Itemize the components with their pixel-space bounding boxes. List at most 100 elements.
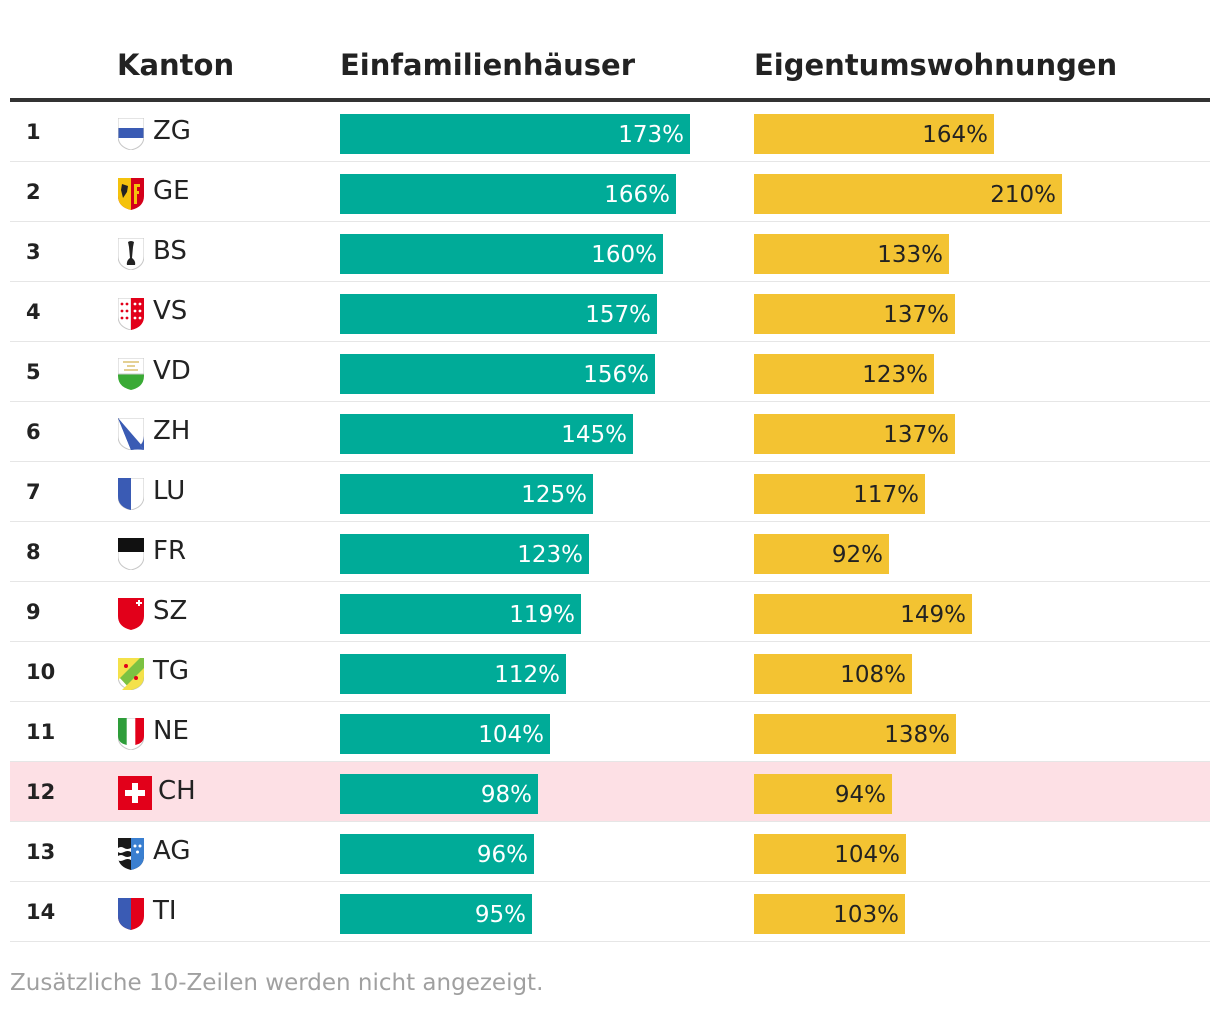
rank-number: 5: [26, 360, 41, 384]
vs-flag-icon: [117, 297, 144, 331]
einfamilienhaeuser-value-label: 95%: [474, 902, 526, 928]
einfamilienhaeuser-value-label: 160%: [591, 242, 657, 268]
eigentumswohnungen-bar: 138%: [754, 714, 956, 754]
table-row: 12 CH 98% 94%: [10, 762, 1210, 822]
einfamilienhaeuser-value-label: 96%: [476, 842, 528, 868]
rank-number: 2: [26, 180, 41, 204]
einfamilienhaeuser-value-label: 104%: [478, 722, 544, 748]
canton-abbreviation: CH: [158, 776, 196, 806]
table-body: 1 ZG 173% 164% 2 GE 166% 210% 3 BS 160% 133% 4 VS 157%…: [10, 102, 1210, 942]
lu-flag-icon: [117, 477, 145, 511]
canton-abbreviation: VD: [153, 356, 191, 386]
eigentumswohnungen-value-label: 104%: [834, 842, 900, 868]
column-header-eigentumswohnungen[interactable]: Eigentumswohnungen: [754, 48, 1118, 82]
einfamilienhaeuser-value-label: 145%: [561, 422, 627, 448]
eigentumswohnungen-bar: 94%: [754, 774, 892, 814]
rank-number: 1: [26, 120, 41, 144]
table-row: 6 ZH 145% 137%: [10, 402, 1210, 462]
rank-number: 3: [26, 240, 41, 264]
table-row: 3 BS 160% 133%: [10, 222, 1210, 282]
eigentumswohnungen-bar: 137%: [754, 294, 955, 334]
einfamilienhaeuser-bar: 173%: [340, 114, 690, 154]
rank-number: 11: [26, 720, 56, 744]
ne-flag-icon: [117, 717, 145, 751]
ch-flag-icon: [118, 776, 152, 810]
eigentumswohnungen-bar: 123%: [754, 354, 934, 394]
vd-flag-icon: [117, 357, 145, 390]
eigentumswohnungen-bar: 92%: [754, 534, 889, 574]
einfamilienhaeuser-value-label: 123%: [517, 542, 583, 568]
einfamilienhaeuser-bar: 125%: [340, 474, 593, 514]
rank-number: 12: [26, 780, 56, 804]
canton-abbreviation: ZG: [153, 116, 191, 146]
eigentumswohnungen-bar: 117%: [754, 474, 925, 514]
table-row: 5 VD 156% 123%: [10, 342, 1210, 402]
table-row: 9 SZ 119% 149%: [10, 582, 1210, 642]
ranking-table: Kanton Einfamilienhäuser Eigentumswohnun…: [10, 0, 1210, 942]
eigentumswohnungen-bar: 104%: [754, 834, 906, 874]
einfamilienhaeuser-bar: 123%: [340, 534, 589, 574]
eigentumswohnungen-value-label: 103%: [833, 902, 899, 928]
einfamilienhaeuser-value-label: 112%: [494, 662, 560, 688]
rank-number: 9: [26, 600, 41, 624]
table-row: 2 GE 166% 210%: [10, 162, 1210, 222]
canton-abbreviation: TI: [153, 896, 177, 926]
einfamilienhaeuser-bar: 166%: [340, 174, 676, 214]
einfamilienhaeuser-bar: 160%: [340, 234, 663, 274]
ag-flag-icon: [118, 838, 144, 870]
sz-flag-icon: [118, 598, 144, 630]
rank-number: 14: [26, 900, 56, 924]
eigentumswohnungen-value-label: 92%: [831, 542, 883, 568]
table-row: 1 ZG 173% 164%: [10, 102, 1210, 162]
column-header-einfamilienhaeuser[interactable]: Einfamilienhäuser: [340, 48, 636, 82]
rank-number: 7: [26, 480, 41, 504]
eigentumswohnungen-bar: 108%: [754, 654, 912, 694]
table-row: 8 FR 123% 92%: [10, 522, 1210, 582]
eigentumswohnungen-bar: 133%: [754, 234, 949, 274]
einfamilienhaeuser-bar: 156%: [340, 354, 655, 394]
einfamilienhaeuser-value-label: 173%: [618, 122, 684, 148]
zh-flag-icon: [117, 417, 145, 451]
canton-abbreviation: BS: [153, 236, 187, 266]
einfamilienhaeuser-bar: 112%: [340, 654, 566, 694]
eigentumswohnungen-value-label: 138%: [884, 722, 950, 748]
table-row: 11 NE 104% 138%: [10, 702, 1210, 762]
rank-number: 4: [26, 300, 41, 324]
eigentumswohnungen-value-label: 117%: [853, 482, 919, 508]
eigentumswohnungen-value-label: 149%: [900, 602, 966, 628]
einfamilienhaeuser-value-label: 119%: [509, 602, 575, 628]
fr-flag-icon: [117, 537, 145, 571]
ge-flag-icon: [118, 178, 144, 210]
einfamilienhaeuser-value-label: 156%: [583, 362, 649, 388]
table-row: 14 TI 95% 103%: [10, 882, 1210, 942]
einfamilienhaeuser-bar: 157%: [340, 294, 657, 334]
rank-number: 6: [26, 420, 41, 444]
canton-abbreviation: AG: [153, 836, 191, 866]
canton-abbreviation: NE: [153, 716, 189, 746]
table-row: 4 VS 157% 137%: [10, 282, 1210, 342]
rank-number: 8: [26, 540, 41, 564]
footer-note: Zusätzliche 10-Zeilen werden nicht angez…: [10, 970, 544, 996]
eigentumswohnungen-value-label: 137%: [883, 302, 949, 328]
canton-abbreviation: FR: [153, 536, 187, 566]
einfamilienhaeuser-bar: 119%: [340, 594, 581, 634]
einfamilienhaeuser-value-label: 166%: [604, 182, 670, 208]
eigentumswohnungen-bar: 210%: [754, 174, 1062, 214]
canton-abbreviation: ZH: [153, 416, 191, 446]
table-header: Kanton Einfamilienhäuser Eigentumswohnun…: [10, 0, 1210, 102]
eigentumswohnungen-value-label: 210%: [990, 182, 1056, 208]
table-row: 13 AG 96% 104%: [10, 822, 1210, 882]
table-row: 10 TG 112% 108%: [10, 642, 1210, 702]
canton-abbreviation: VS: [153, 296, 188, 326]
column-header-kanton[interactable]: Kanton: [117, 48, 235, 82]
rank-number: 13: [26, 840, 56, 864]
canton-abbreviation: SZ: [153, 596, 188, 626]
canton-abbreviation: GE: [153, 176, 190, 206]
table-row: 7 LU 125% 117%: [10, 462, 1210, 522]
einfamilienhaeuser-value-label: 98%: [480, 782, 532, 808]
canton-abbreviation: LU: [153, 476, 186, 506]
zg-flag-icon: [117, 117, 145, 151]
rank-number: 10: [26, 660, 56, 684]
eigentumswohnungen-value-label: 164%: [922, 122, 988, 148]
eigentumswohnungen-bar: 164%: [754, 114, 994, 154]
